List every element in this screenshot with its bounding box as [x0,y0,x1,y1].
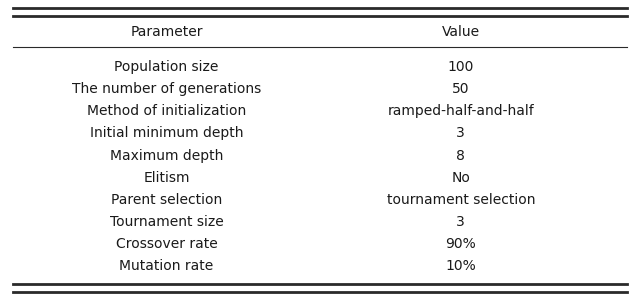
Text: Value: Value [442,25,480,39]
Text: Crossover rate: Crossover rate [116,237,217,251]
Text: Tournament size: Tournament size [109,215,223,229]
Text: Maximum depth: Maximum depth [109,148,223,163]
Text: 3: 3 [456,215,465,229]
Text: 100: 100 [447,60,474,74]
Text: ramped-half-and-half: ramped-half-and-half [387,104,534,118]
Text: Mutation rate: Mutation rate [119,259,214,273]
Text: Parent selection: Parent selection [111,193,222,207]
Text: The number of generations: The number of generations [72,82,261,96]
Text: No: No [451,171,470,185]
Text: tournament selection: tournament selection [387,193,535,207]
Text: Population size: Population size [114,60,219,74]
Text: Method of initialization: Method of initialization [87,104,246,118]
Text: 50: 50 [452,82,470,96]
Text: 90%: 90% [445,237,476,251]
Text: 3: 3 [456,126,465,141]
Text: 10%: 10% [445,259,476,273]
Text: Elitism: Elitism [143,171,189,185]
Text: Initial minimum depth: Initial minimum depth [90,126,243,141]
Text: Parameter: Parameter [130,25,203,39]
Text: 8: 8 [456,148,465,163]
